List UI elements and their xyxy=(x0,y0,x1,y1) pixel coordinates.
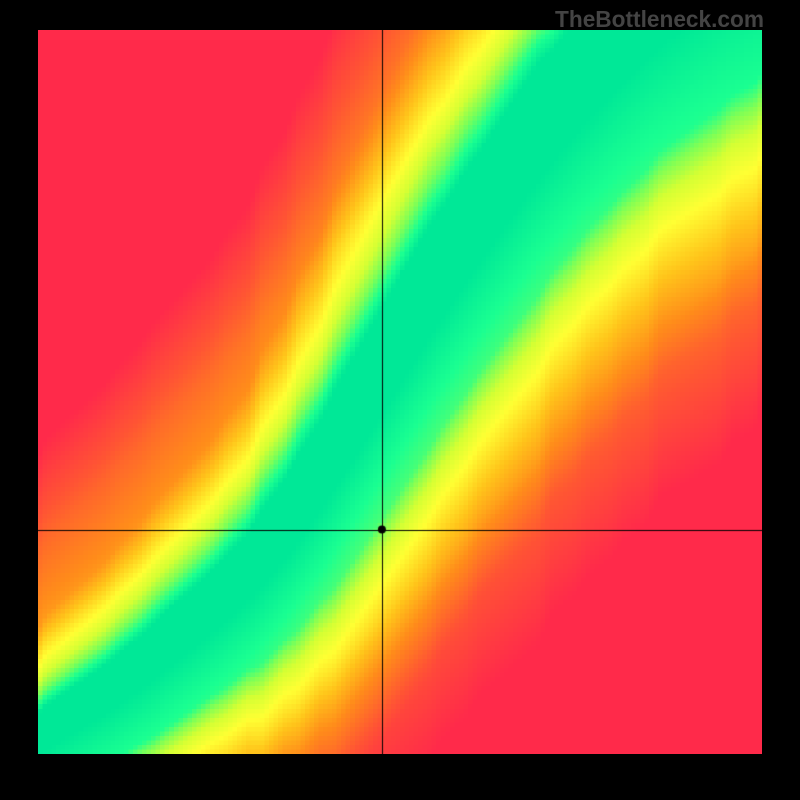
chart-container: TheBottleneck.com xyxy=(0,0,800,800)
watermark-text: TheBottleneck.com xyxy=(555,6,764,33)
crosshair-overlay xyxy=(38,30,762,754)
